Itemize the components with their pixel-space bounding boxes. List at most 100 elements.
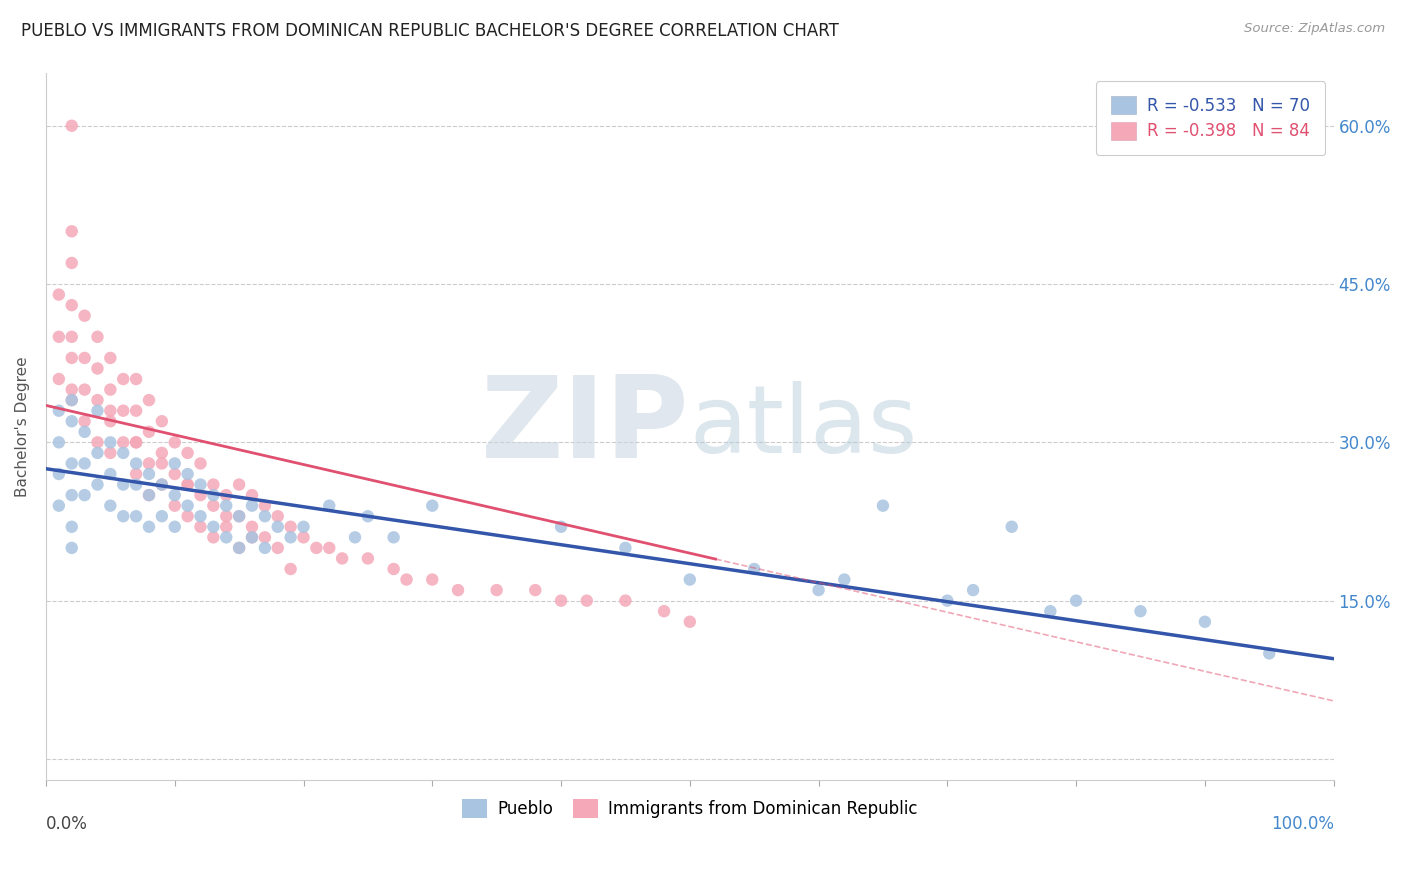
Point xyxy=(86,477,108,491)
Point xyxy=(679,615,702,629)
Point xyxy=(60,351,83,365)
Point xyxy=(60,383,83,397)
Point xyxy=(163,499,186,513)
Point xyxy=(112,403,135,417)
Point xyxy=(112,477,135,491)
Point xyxy=(112,509,135,524)
Point xyxy=(163,467,186,481)
Point xyxy=(98,499,121,513)
Point xyxy=(240,488,263,502)
Point xyxy=(202,499,225,513)
Point xyxy=(98,414,121,428)
Point xyxy=(73,414,96,428)
Point xyxy=(280,562,302,576)
Point xyxy=(395,573,418,587)
Point xyxy=(228,541,250,555)
Point xyxy=(190,457,212,471)
Point xyxy=(1129,604,1152,618)
Point xyxy=(86,393,108,408)
Point xyxy=(253,541,276,555)
Point xyxy=(267,541,290,555)
Point xyxy=(240,530,263,544)
Point xyxy=(60,393,83,408)
Point xyxy=(86,403,108,417)
Point xyxy=(292,520,315,534)
Point xyxy=(447,583,470,598)
Point xyxy=(1039,604,1062,618)
Point xyxy=(48,499,70,513)
Point xyxy=(125,509,148,524)
Point xyxy=(280,530,302,544)
Point xyxy=(98,403,121,417)
Point xyxy=(215,488,238,502)
Point xyxy=(202,520,225,534)
Point xyxy=(163,520,186,534)
Point xyxy=(86,361,108,376)
Point xyxy=(215,509,238,524)
Point xyxy=(382,530,405,544)
Point xyxy=(1001,520,1024,534)
Point xyxy=(48,467,70,481)
Text: atlas: atlas xyxy=(690,381,918,473)
Point xyxy=(614,593,637,607)
Point xyxy=(163,488,186,502)
Point xyxy=(98,446,121,460)
Point xyxy=(962,583,984,598)
Point xyxy=(86,446,108,460)
Point xyxy=(382,562,405,576)
Point xyxy=(485,583,508,598)
Point xyxy=(112,435,135,450)
Point xyxy=(150,414,173,428)
Point xyxy=(550,520,572,534)
Point xyxy=(202,488,225,502)
Point xyxy=(138,425,160,439)
Point xyxy=(240,499,263,513)
Point xyxy=(60,414,83,428)
Point xyxy=(73,351,96,365)
Point xyxy=(48,435,70,450)
Point xyxy=(215,499,238,513)
Point xyxy=(86,435,108,450)
Point xyxy=(176,509,198,524)
Point xyxy=(190,477,212,491)
Point xyxy=(228,477,250,491)
Point xyxy=(228,541,250,555)
Point xyxy=(215,520,238,534)
Point xyxy=(60,330,83,344)
Point xyxy=(176,499,198,513)
Point xyxy=(48,287,70,301)
Point xyxy=(60,488,83,502)
Point xyxy=(138,467,160,481)
Point xyxy=(60,457,83,471)
Point xyxy=(357,551,380,566)
Point xyxy=(1258,647,1281,661)
Point xyxy=(228,509,250,524)
Point xyxy=(98,351,121,365)
Point xyxy=(125,467,148,481)
Point xyxy=(420,499,443,513)
Point xyxy=(163,457,186,471)
Point xyxy=(1194,615,1216,629)
Point xyxy=(202,530,225,544)
Point xyxy=(125,403,148,417)
Point xyxy=(163,435,186,450)
Point xyxy=(280,520,302,534)
Point xyxy=(60,520,83,534)
Point xyxy=(112,446,135,460)
Point xyxy=(112,372,135,386)
Point xyxy=(73,425,96,439)
Point xyxy=(176,477,198,491)
Point xyxy=(575,593,598,607)
Point xyxy=(48,403,70,417)
Point xyxy=(125,435,148,450)
Point xyxy=(936,593,959,607)
Point xyxy=(150,457,173,471)
Point xyxy=(742,562,765,576)
Point xyxy=(240,520,263,534)
Point xyxy=(73,383,96,397)
Point xyxy=(138,488,160,502)
Point xyxy=(73,309,96,323)
Point xyxy=(420,573,443,587)
Point xyxy=(253,530,276,544)
Point xyxy=(330,551,353,566)
